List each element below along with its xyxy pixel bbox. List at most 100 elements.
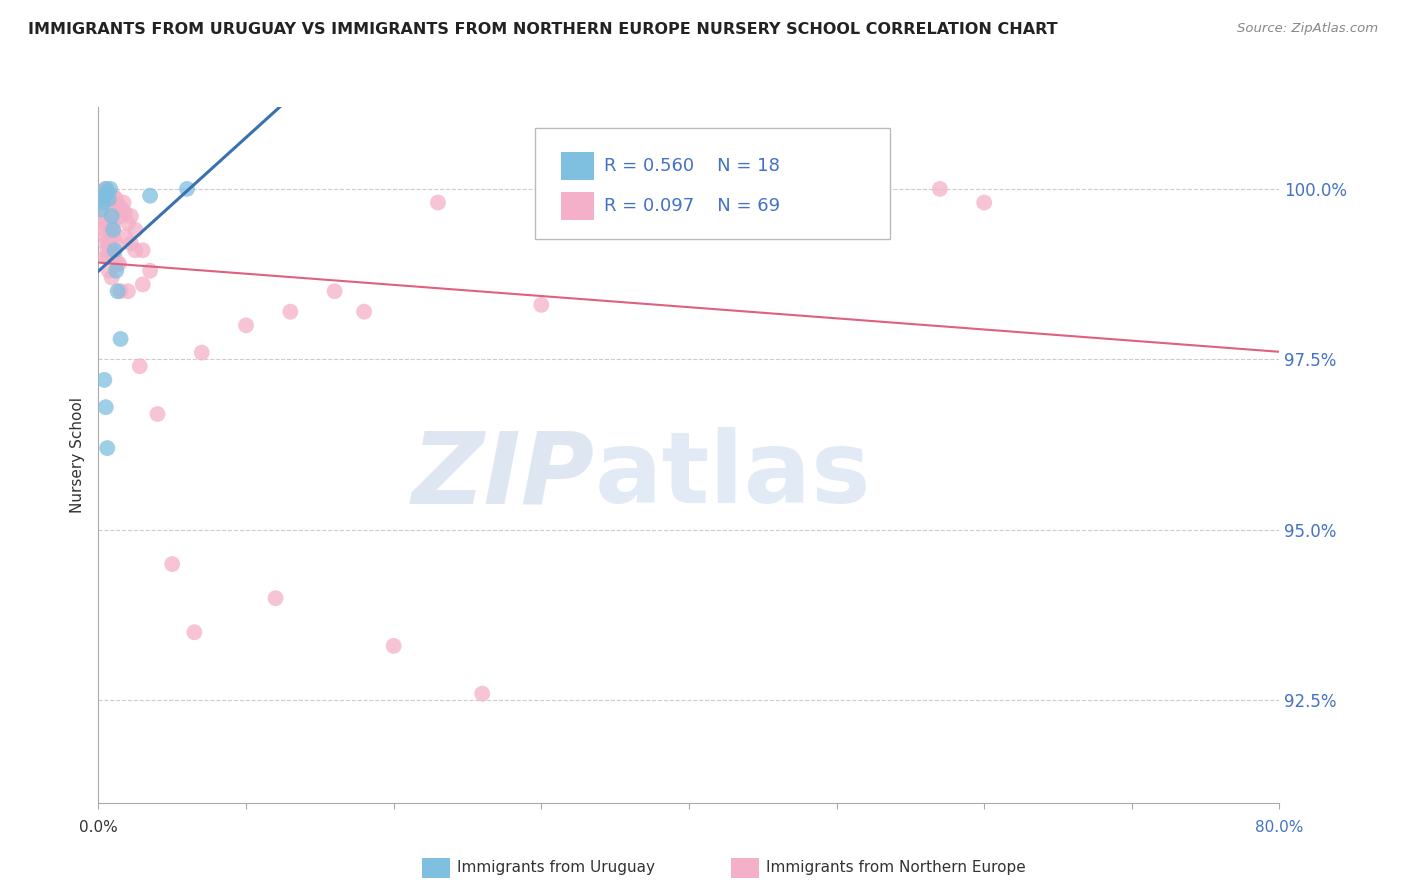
Text: Immigrants from Northern Europe: Immigrants from Northern Europe [766, 861, 1026, 875]
Point [353, 304, 375, 318]
Point [97, 264, 120, 278]
Bar [561, 192, 595, 219]
Point [94, 229, 117, 244]
Point [100, 209, 122, 223]
Text: ZIP: ZIP [412, 427, 595, 524]
Point [108, 257, 131, 271]
Point [96, 195, 118, 210]
Point [928, 182, 950, 196]
Point [94, 236, 117, 251]
Point [110, 209, 132, 223]
Point [124, 244, 146, 258]
Point [183, 625, 205, 640]
Point [132, 244, 155, 258]
Point [796, 188, 818, 202]
Point [97, 236, 120, 251]
Point [107, 284, 129, 298]
Point [110, 332, 132, 346]
Point [90, 202, 112, 217]
Point [96, 244, 118, 258]
Point [100, 270, 122, 285]
Point [94, 182, 117, 196]
Point [112, 195, 135, 210]
Point [97, 192, 120, 206]
Point [105, 236, 128, 251]
Point [104, 250, 127, 264]
Point [105, 264, 128, 278]
Point [94, 400, 117, 414]
Point [94, 182, 117, 196]
Point [96, 186, 118, 200]
Point [162, 557, 183, 571]
Point [100, 244, 122, 258]
Point [264, 591, 287, 606]
Point [103, 223, 125, 237]
Point [91, 216, 114, 230]
Y-axis label: Nursery School: Nursery School [70, 397, 86, 513]
Point [91, 195, 114, 210]
Point [139, 264, 162, 278]
Point [98, 192, 121, 206]
Point [93, 186, 115, 200]
Point [103, 223, 125, 237]
Point [427, 195, 450, 210]
Point [98, 223, 121, 237]
Point [103, 188, 125, 202]
Text: 0.0%: 0.0% [79, 820, 118, 835]
Point [98, 182, 121, 196]
Text: Immigrants from Uruguay: Immigrants from Uruguay [457, 861, 655, 875]
Point [94, 250, 117, 264]
Point [132, 277, 155, 292]
Point [98, 229, 121, 244]
Point [103, 229, 125, 244]
Point [605, 182, 627, 196]
Point [103, 216, 125, 230]
Point [104, 244, 127, 258]
Point [973, 195, 995, 210]
Point [108, 199, 131, 213]
Point [107, 257, 129, 271]
Point [93, 188, 115, 202]
Point [139, 188, 162, 202]
Point [146, 407, 169, 421]
Point [323, 284, 346, 298]
Point [530, 298, 553, 312]
Text: Source: ZipAtlas.com: Source: ZipAtlas.com [1237, 22, 1378, 36]
Point [96, 250, 118, 264]
Point [97, 188, 120, 202]
Point [128, 359, 150, 374]
Point [117, 284, 139, 298]
Point [471, 687, 494, 701]
Text: IMMIGRANTS FROM URUGUAY VS IMMIGRANTS FROM NORTHERN EUROPE NURSERY SCHOOL CORREL: IMMIGRANTS FROM URUGUAY VS IMMIGRANTS FR… [28, 22, 1057, 37]
Point [120, 236, 142, 251]
Point [93, 373, 115, 387]
Point [93, 209, 115, 223]
Point [91, 192, 114, 206]
Point [120, 209, 142, 223]
Point [100, 199, 122, 213]
Point [105, 192, 128, 206]
Point [382, 639, 405, 653]
Text: R = 0.560    N = 18: R = 0.560 N = 18 [605, 157, 780, 175]
Point [124, 223, 146, 237]
Point [107, 202, 129, 217]
Point [117, 216, 139, 230]
Point [278, 304, 302, 318]
Point [176, 182, 198, 196]
Point [104, 195, 127, 210]
Point [114, 229, 136, 244]
Point [96, 441, 118, 455]
Point [191, 345, 214, 359]
Point [111, 202, 134, 217]
Text: R = 0.097    N = 69: R = 0.097 N = 69 [605, 197, 780, 215]
Point [93, 223, 115, 237]
FancyBboxPatch shape [536, 128, 890, 239]
Point [90, 188, 112, 202]
Text: atlas: atlas [595, 427, 872, 524]
Point [110, 284, 132, 298]
Text: 80.0%: 80.0% [1256, 820, 1303, 835]
Point [96, 216, 118, 230]
Point [98, 244, 121, 258]
Bar [561, 153, 595, 180]
Point [235, 318, 257, 333]
